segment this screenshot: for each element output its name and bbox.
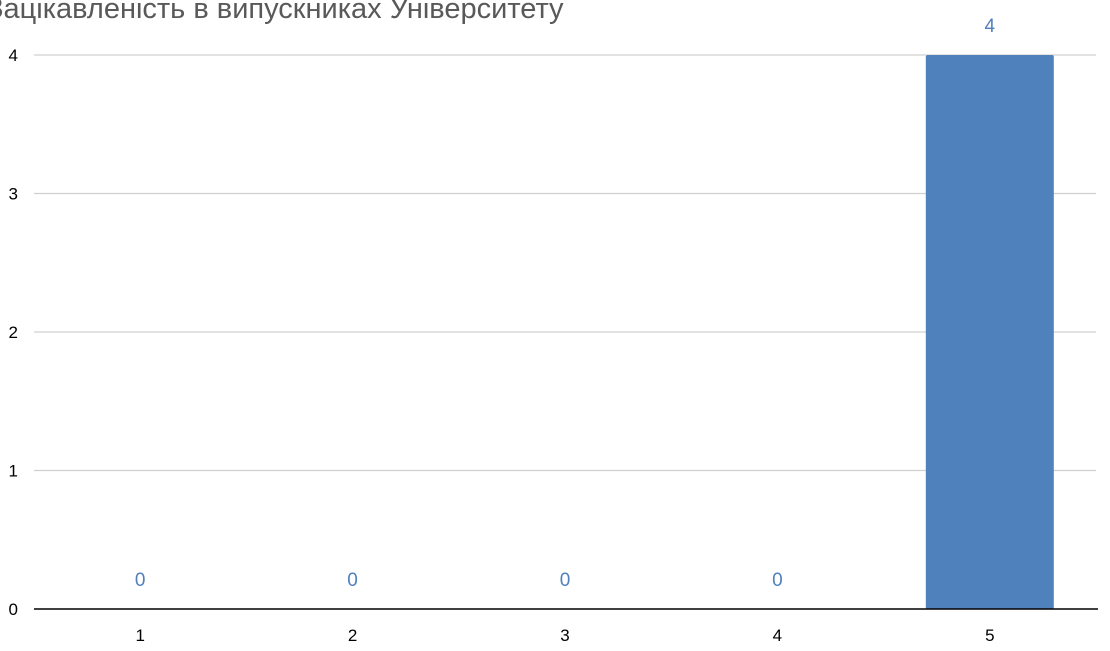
y-tick-label: 1: [9, 462, 18, 481]
bar: [925, 55, 1054, 609]
x-axis-tick-labels: 1 2 3 4 5: [135, 626, 994, 645]
y-tick-label: 3: [9, 185, 18, 204]
y-tick-label: 4: [9, 46, 18, 65]
data-label: 0: [772, 570, 783, 591]
y-axis-tick-labels: 0 1 2 3 4: [9, 46, 18, 619]
data-label: 0: [135, 570, 146, 591]
x-tick-label: 4: [773, 626, 782, 645]
data-label: 4: [985, 16, 996, 37]
chart-title: Зацікавленість в випускниках Університет…: [0, 0, 564, 25]
data-labels: 0 0 0 0 4: [135, 16, 996, 591]
data-label: 0: [560, 570, 571, 591]
gridlines: [34, 54, 1096, 472]
x-tick-label: 2: [348, 626, 357, 645]
data-label: 0: [347, 570, 358, 591]
y-tick-label: 0: [9, 600, 18, 619]
x-tick-label: 3: [560, 626, 569, 645]
x-tick-label: 5: [985, 626, 994, 645]
y-tick-label: 2: [9, 323, 18, 342]
bars: [925, 55, 1054, 609]
x-tick-label: 1: [135, 626, 144, 645]
